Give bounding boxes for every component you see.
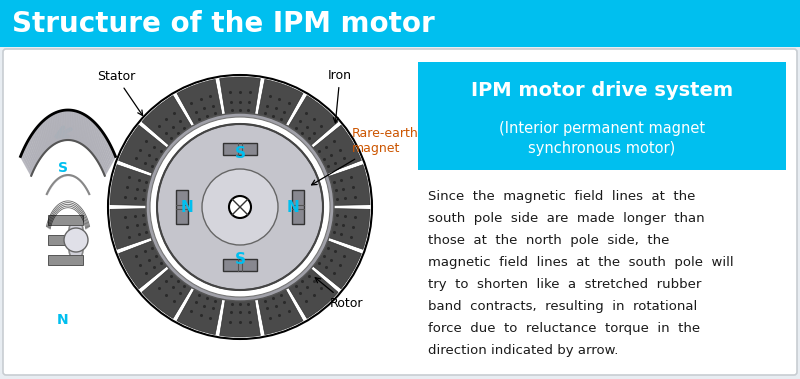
Polygon shape: [21, 153, 32, 176]
Polygon shape: [56, 112, 60, 142]
FancyBboxPatch shape: [48, 215, 83, 225]
Wedge shape: [258, 287, 303, 335]
FancyBboxPatch shape: [0, 0, 800, 47]
Polygon shape: [42, 120, 50, 149]
Polygon shape: [71, 110, 74, 141]
Text: S: S: [234, 147, 246, 161]
Polygon shape: [84, 117, 90, 147]
Text: those  at  the  north  pole  side,  the: those at the north pole side, the: [428, 234, 670, 247]
Polygon shape: [69, 110, 70, 140]
Text: south  pole  side  are  made  longer  than: south pole side are made longer than: [428, 212, 705, 225]
Circle shape: [108, 75, 372, 339]
Wedge shape: [311, 240, 362, 289]
Wedge shape: [142, 267, 193, 318]
Polygon shape: [28, 138, 38, 163]
Polygon shape: [67, 110, 69, 140]
Polygon shape: [92, 127, 100, 155]
Polygon shape: [97, 135, 106, 161]
Text: band  contracts,  resulting  in  rotational: band contracts, resulting in rotational: [428, 300, 698, 313]
Wedge shape: [287, 267, 338, 318]
Circle shape: [229, 196, 251, 218]
Polygon shape: [36, 127, 44, 155]
Polygon shape: [39, 124, 46, 152]
Polygon shape: [26, 143, 36, 167]
Polygon shape: [38, 125, 46, 153]
Wedge shape: [118, 125, 169, 174]
Polygon shape: [47, 116, 54, 146]
FancyBboxPatch shape: [3, 49, 797, 375]
Polygon shape: [24, 145, 35, 169]
Polygon shape: [31, 133, 41, 160]
FancyBboxPatch shape: [418, 62, 786, 170]
Circle shape: [64, 228, 88, 252]
Wedge shape: [327, 165, 370, 205]
Polygon shape: [62, 110, 65, 141]
Text: synchronous motor): synchronous motor): [528, 141, 676, 155]
Text: magnetic  field  lines  at  the  south  pole  will: magnetic field lines at the south pole w…: [428, 256, 734, 269]
Text: N: N: [181, 199, 194, 215]
Polygon shape: [66, 110, 67, 140]
Polygon shape: [88, 122, 95, 150]
Wedge shape: [258, 79, 303, 127]
Text: S: S: [234, 252, 246, 268]
Polygon shape: [82, 115, 87, 145]
Wedge shape: [220, 77, 260, 116]
Polygon shape: [27, 140, 38, 165]
FancyBboxPatch shape: [223, 143, 257, 155]
Wedge shape: [220, 298, 260, 337]
Polygon shape: [33, 131, 42, 158]
Polygon shape: [76, 112, 80, 142]
FancyBboxPatch shape: [48, 255, 83, 265]
Text: Rotor: Rotor: [315, 278, 363, 310]
Polygon shape: [46, 117, 52, 147]
Polygon shape: [77, 113, 82, 143]
Polygon shape: [78, 113, 83, 143]
Polygon shape: [101, 145, 112, 169]
Text: N: N: [57, 313, 69, 327]
Polygon shape: [70, 110, 73, 140]
Polygon shape: [93, 129, 102, 156]
Polygon shape: [23, 148, 34, 171]
FancyBboxPatch shape: [223, 259, 257, 271]
Polygon shape: [22, 151, 33, 174]
Polygon shape: [86, 119, 92, 148]
Polygon shape: [80, 114, 85, 144]
Polygon shape: [103, 151, 114, 174]
Text: Rare-earth
magnet: Rare-earth magnet: [311, 127, 418, 185]
Ellipse shape: [68, 218, 84, 263]
Text: Iron: Iron: [328, 69, 352, 123]
Polygon shape: [104, 153, 115, 176]
Circle shape: [150, 117, 330, 297]
Polygon shape: [34, 129, 43, 156]
Polygon shape: [44, 119, 50, 148]
Polygon shape: [30, 135, 39, 161]
FancyBboxPatch shape: [176, 190, 188, 224]
Circle shape: [157, 124, 323, 290]
Polygon shape: [73, 111, 76, 141]
Polygon shape: [98, 138, 108, 163]
Wedge shape: [142, 96, 193, 147]
Wedge shape: [110, 208, 153, 249]
Polygon shape: [54, 113, 59, 143]
Wedge shape: [287, 96, 338, 147]
Polygon shape: [41, 122, 48, 150]
Polygon shape: [82, 116, 89, 146]
Wedge shape: [327, 208, 370, 249]
Polygon shape: [63, 110, 66, 140]
Polygon shape: [58, 111, 62, 141]
Polygon shape: [60, 111, 63, 141]
Text: IPM motor drive system: IPM motor drive system: [471, 80, 733, 100]
Polygon shape: [95, 133, 105, 160]
Wedge shape: [177, 79, 222, 127]
Polygon shape: [94, 131, 103, 158]
Polygon shape: [86, 120, 94, 149]
Polygon shape: [53, 113, 58, 143]
Polygon shape: [51, 114, 56, 144]
Text: S: S: [58, 161, 68, 175]
FancyBboxPatch shape: [292, 190, 304, 224]
Circle shape: [146, 113, 334, 301]
Polygon shape: [90, 125, 98, 153]
Text: force  due  to  reluctance  torque  in  the: force due to reluctance torque in the: [428, 322, 700, 335]
Polygon shape: [100, 143, 110, 167]
